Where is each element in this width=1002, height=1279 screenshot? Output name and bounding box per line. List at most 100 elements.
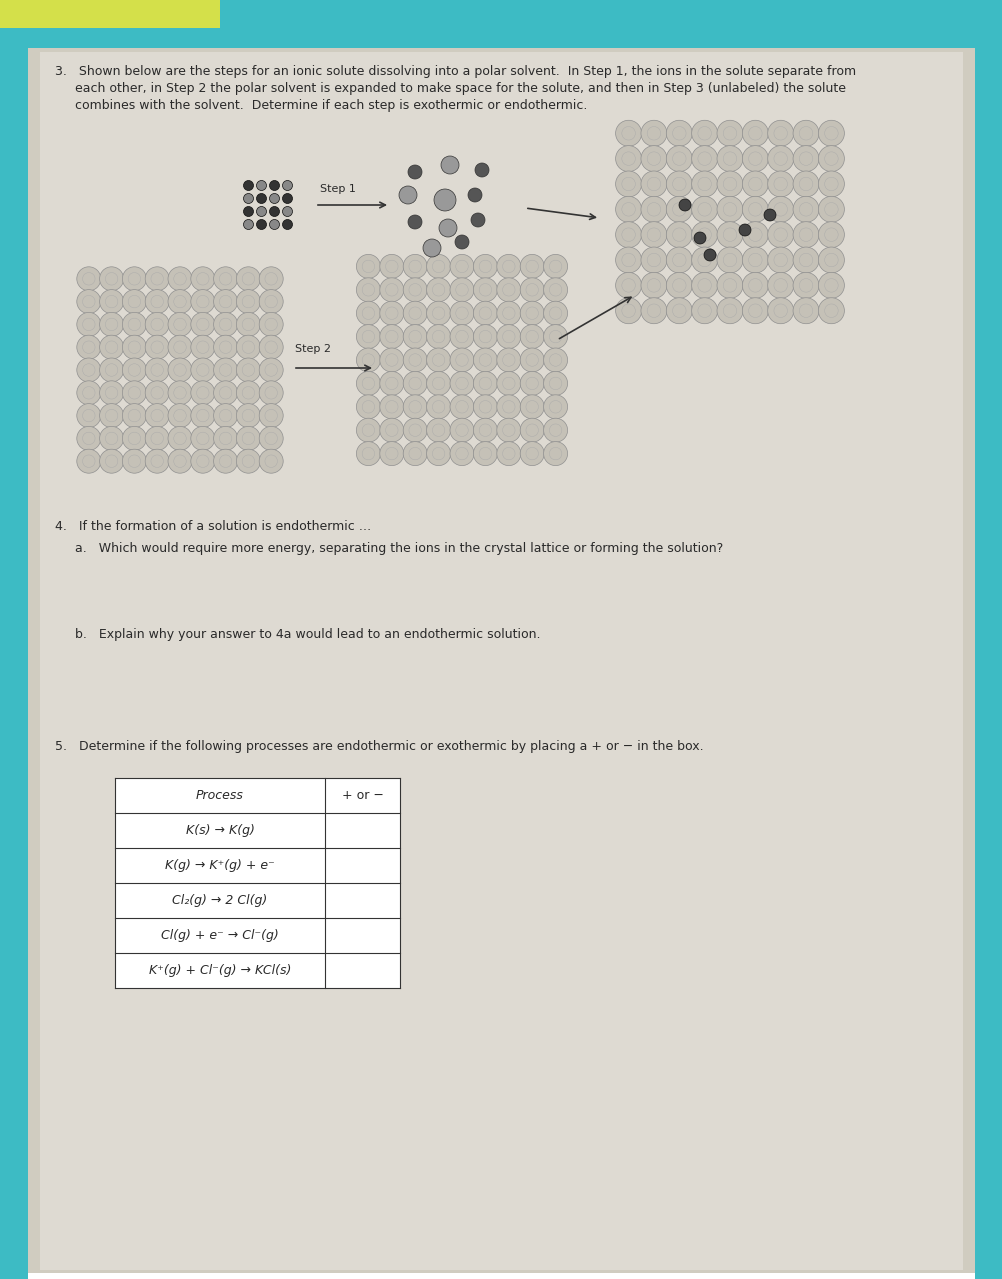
Circle shape xyxy=(236,404,261,427)
Circle shape xyxy=(426,348,450,372)
Circle shape xyxy=(426,325,450,349)
Circle shape xyxy=(767,298,793,324)
Text: 5.   Determine if the following processes are endothermic or exothermic by placi: 5. Determine if the following processes … xyxy=(55,741,703,753)
Bar xyxy=(0,0,1002,55)
Circle shape xyxy=(640,171,666,197)
Circle shape xyxy=(190,312,214,336)
Circle shape xyxy=(77,358,100,382)
Circle shape xyxy=(793,272,819,298)
Circle shape xyxy=(520,278,544,302)
Circle shape xyxy=(403,278,427,302)
Circle shape xyxy=(236,335,261,359)
Circle shape xyxy=(615,120,641,146)
Circle shape xyxy=(356,441,380,466)
Circle shape xyxy=(403,255,427,279)
Circle shape xyxy=(270,180,280,191)
Circle shape xyxy=(450,278,474,302)
Circle shape xyxy=(496,395,520,418)
Circle shape xyxy=(426,255,450,279)
Bar xyxy=(0,0,219,28)
Circle shape xyxy=(468,188,482,202)
Circle shape xyxy=(236,426,261,450)
Circle shape xyxy=(543,395,567,418)
Circle shape xyxy=(767,221,793,248)
Circle shape xyxy=(615,196,641,223)
Circle shape xyxy=(741,298,768,324)
Bar xyxy=(974,55,1002,1279)
Circle shape xyxy=(434,189,456,211)
Circle shape xyxy=(640,272,666,298)
Circle shape xyxy=(408,215,422,229)
Circle shape xyxy=(213,335,237,359)
Circle shape xyxy=(640,298,666,324)
Circle shape xyxy=(145,381,169,404)
Circle shape xyxy=(703,249,715,261)
Circle shape xyxy=(190,267,214,290)
Circle shape xyxy=(213,381,237,404)
Circle shape xyxy=(615,272,641,298)
Circle shape xyxy=(243,206,254,216)
Circle shape xyxy=(496,441,520,466)
Circle shape xyxy=(741,247,768,272)
Circle shape xyxy=(764,208,776,221)
Circle shape xyxy=(450,418,474,443)
Circle shape xyxy=(77,335,100,359)
Circle shape xyxy=(403,348,427,372)
Circle shape xyxy=(408,165,422,179)
Circle shape xyxy=(283,193,293,203)
Circle shape xyxy=(691,196,717,223)
Circle shape xyxy=(665,196,691,223)
Circle shape xyxy=(243,180,254,191)
Text: + or −: + or − xyxy=(342,789,383,802)
Circle shape xyxy=(615,247,641,272)
Circle shape xyxy=(793,247,819,272)
Circle shape xyxy=(259,381,283,404)
Circle shape xyxy=(767,272,793,298)
Circle shape xyxy=(356,418,380,443)
Circle shape xyxy=(99,404,123,427)
Circle shape xyxy=(356,255,380,279)
Circle shape xyxy=(403,395,427,418)
Circle shape xyxy=(99,449,123,473)
Circle shape xyxy=(496,255,520,279)
Circle shape xyxy=(423,239,441,257)
Text: each other, in Step 2 the polar solvent is expanded to make space for the solute: each other, in Step 2 the polar solvent … xyxy=(55,82,845,95)
Circle shape xyxy=(270,206,280,216)
Circle shape xyxy=(450,325,474,349)
Circle shape xyxy=(283,180,293,191)
Circle shape xyxy=(716,272,742,298)
Circle shape xyxy=(236,381,261,404)
Circle shape xyxy=(450,301,474,325)
Text: Step 1: Step 1 xyxy=(320,184,356,194)
Circle shape xyxy=(691,247,717,272)
Circle shape xyxy=(167,335,191,359)
Circle shape xyxy=(213,426,237,450)
Circle shape xyxy=(145,358,169,382)
Circle shape xyxy=(77,426,100,450)
Circle shape xyxy=(520,301,544,325)
Circle shape xyxy=(678,200,690,211)
Text: Process: Process xyxy=(195,789,243,802)
Circle shape xyxy=(665,171,691,197)
Circle shape xyxy=(190,289,214,313)
Circle shape xyxy=(441,156,459,174)
Circle shape xyxy=(356,395,380,418)
Circle shape xyxy=(716,221,742,248)
Circle shape xyxy=(520,395,544,418)
Circle shape xyxy=(77,267,100,290)
Circle shape xyxy=(213,289,237,313)
Text: combines with the solvent.  Determine if each step is exothermic or endothermic.: combines with the solvent. Determine if … xyxy=(55,98,587,113)
Circle shape xyxy=(356,301,380,325)
Circle shape xyxy=(122,289,146,313)
Circle shape xyxy=(665,298,691,324)
Circle shape xyxy=(691,171,717,197)
Circle shape xyxy=(145,267,169,290)
Text: 4.   If the formation of a solution is endothermic …: 4. If the formation of a solution is end… xyxy=(55,521,371,533)
Circle shape xyxy=(99,289,123,313)
Circle shape xyxy=(403,441,427,466)
Circle shape xyxy=(543,348,567,372)
Circle shape xyxy=(450,255,474,279)
Text: K⁺(g) + Cl⁻(g) → KCl(s): K⁺(g) + Cl⁻(g) → KCl(s) xyxy=(148,964,291,977)
Circle shape xyxy=(213,449,237,473)
Circle shape xyxy=(543,255,567,279)
